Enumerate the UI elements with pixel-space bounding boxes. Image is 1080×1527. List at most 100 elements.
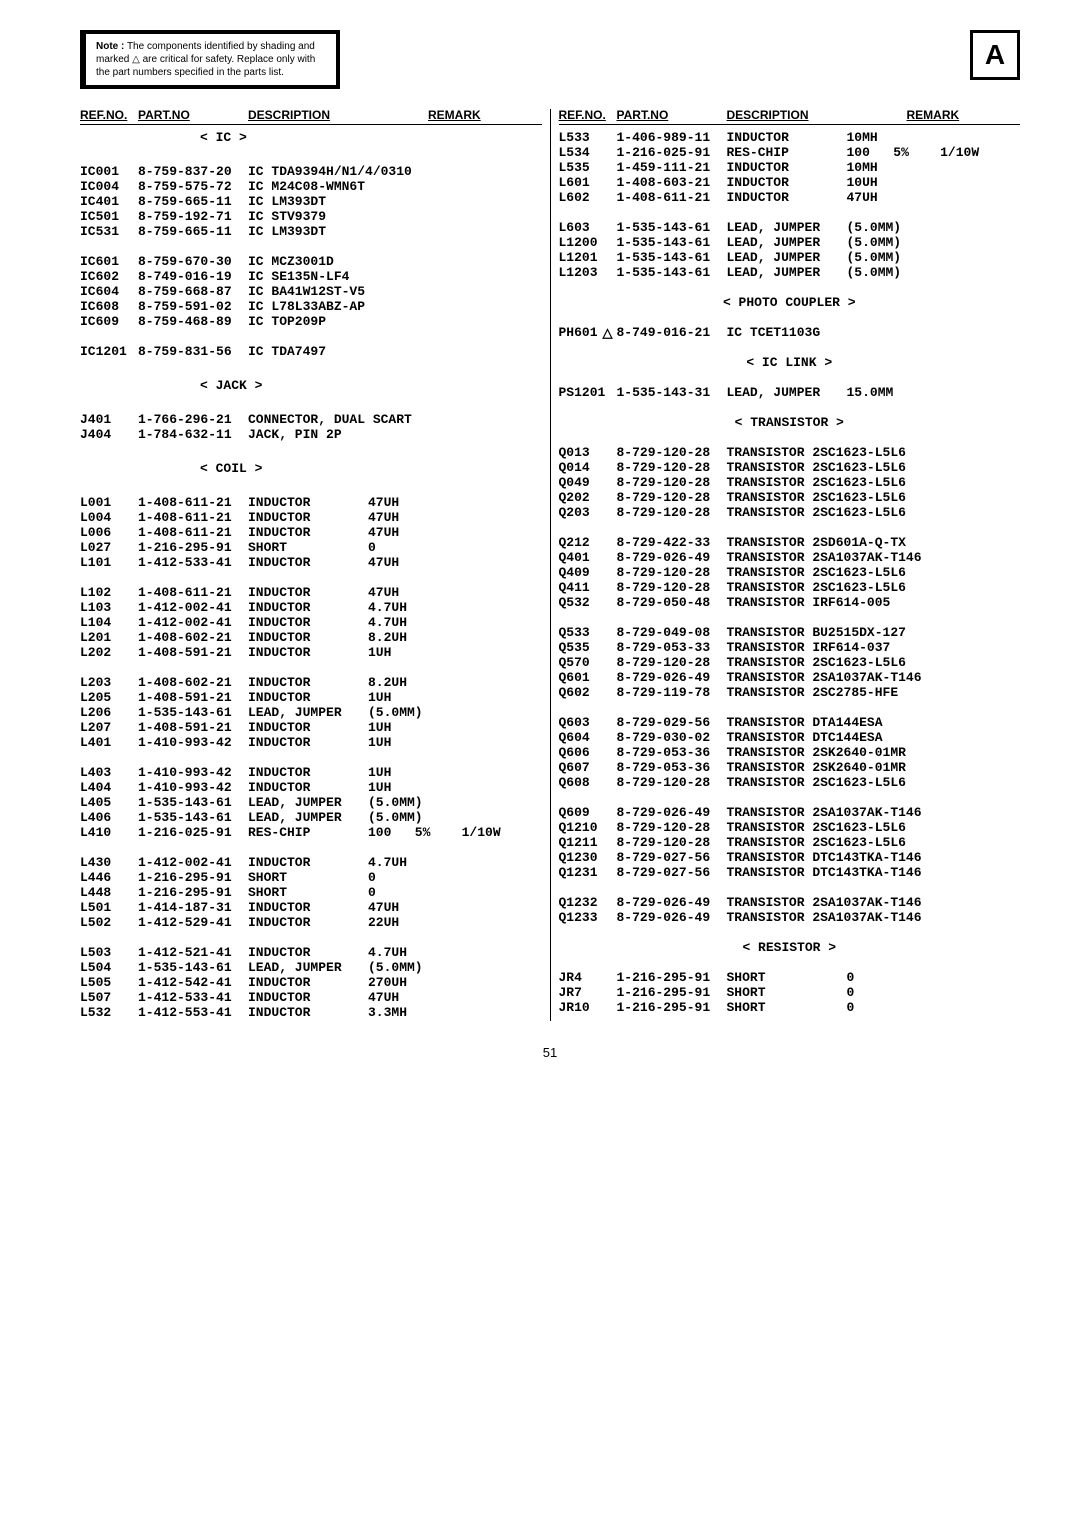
- cell-ref: Q602: [559, 686, 617, 701]
- cell-ref: L104: [80, 616, 138, 631]
- blank-row: [80, 150, 542, 165]
- blank-row: [559, 311, 1021, 326]
- cell-part: 8-729-120-28: [617, 836, 727, 851]
- cell-part: 1-412-002-41: [138, 856, 248, 871]
- cell-desc: TRANSISTOR 2SA1037AK-T146: [727, 806, 847, 821]
- cell-ref: Q606: [559, 746, 617, 761]
- cell-part: 1-535-143-61: [138, 706, 248, 721]
- cell-desc: RES-CHIP: [248, 826, 368, 841]
- cell-part: 8-729-026-49: [617, 551, 727, 566]
- cell-desc: INDUCTOR: [248, 736, 368, 751]
- cell-ref: Q608: [559, 776, 617, 791]
- table-row: L4481-216-295-91SHORT0: [80, 886, 542, 901]
- cell-ref: Q609: [559, 806, 617, 821]
- table-row: IC12018-759-831-56IC TDA7497: [80, 345, 542, 360]
- cell-ref: IC604: [80, 285, 138, 300]
- cell-part: 8-759-837-20: [138, 165, 248, 180]
- cell-desc: TRANSISTOR 2SC1623-L5L6: [727, 461, 847, 476]
- cell-ref: L1200: [559, 236, 617, 251]
- blank-row: [80, 443, 542, 458]
- cell-desc: IC L78L33ABZ-AP: [248, 300, 368, 315]
- table-row: Q12318-729-027-56TRANSISTOR DTC143TKA-T1…: [559, 866, 1021, 881]
- blank-row: [559, 431, 1021, 446]
- cell-desc: TRANSISTOR 2SC1623-L5L6: [727, 476, 847, 491]
- cell-part: 8-729-026-49: [617, 806, 727, 821]
- cell-ref: L446: [80, 871, 138, 886]
- table-row: L2031-408-602-21INDUCTOR8.2UH: [80, 676, 542, 691]
- hdr-rem: REMARK: [907, 109, 960, 123]
- table-row: Q12328-729-026-49TRANSISTOR 2SA1037AK-T1…: [559, 896, 1021, 911]
- cell-part: 1-535-143-61: [138, 961, 248, 976]
- cell-part: 1-412-529-41: [138, 916, 248, 931]
- cell-part: 1-535-143-61: [617, 221, 727, 236]
- cell-desc: INDUCTOR: [248, 676, 368, 691]
- cell-ref: L202: [80, 646, 138, 661]
- cell-part: 1-410-993-42: [138, 781, 248, 796]
- page-number: 51: [80, 1046, 1020, 1061]
- cell-desc: IC TDA9394H/N1/4/0310: [248, 165, 368, 180]
- cell-ref: L410: [80, 826, 138, 841]
- cell-ref: JR7: [559, 986, 617, 1001]
- blank-row: [559, 206, 1021, 221]
- cell-desc: INDUCTOR: [248, 586, 368, 601]
- cell-ref: L502: [80, 916, 138, 931]
- cell-value: 47UH: [368, 991, 542, 1006]
- table-row: L6031-535-143-61LEAD, JUMPER(5.0MM): [559, 221, 1021, 236]
- cell-ref: J404: [80, 428, 138, 443]
- table-row: L5011-414-187-31INDUCTOR47UH: [80, 901, 542, 916]
- blank-row: [559, 371, 1021, 386]
- cell-value: (5.0MM): [847, 266, 1021, 281]
- cell-ref: Q212: [559, 536, 617, 551]
- cell-part: 8-749-016-21: [617, 326, 727, 341]
- cell-desc: IC M24C08-WMN6T: [248, 180, 368, 195]
- table-row: L0271-216-295-91SHORT0: [80, 541, 542, 556]
- cell-ref: Q535: [559, 641, 617, 656]
- cell-ref: L102: [80, 586, 138, 601]
- cell-ref: L430: [80, 856, 138, 871]
- table-row: L12031-535-143-61LEAD, JUMPER(5.0MM): [559, 266, 1021, 281]
- cell-ref: PS1201: [559, 386, 617, 401]
- cell-desc: TRANSISTOR 2SC1623-L5L6: [727, 821, 847, 836]
- cell-ref: Q1210: [559, 821, 617, 836]
- hdr-part: PART.NO: [138, 109, 248, 123]
- table-row: L0011-408-611-21INDUCTOR47UH: [80, 496, 542, 511]
- cell-value: 10UH: [847, 176, 1021, 191]
- cell-ref: Q604: [559, 731, 617, 746]
- cell-desc: TRANSISTOR IRF614-037: [727, 641, 847, 656]
- cell-ref: IC609: [80, 315, 138, 330]
- cell-part: 1-408-611-21: [138, 526, 248, 541]
- cell-ref: Q1211: [559, 836, 617, 851]
- cell-ref: L001: [80, 496, 138, 511]
- table-row: L4051-535-143-61LEAD, JUMPER(5.0MM): [80, 796, 542, 811]
- cell-part: 8-729-120-28: [617, 446, 727, 461]
- cell-part: 8-759-668-87: [138, 285, 248, 300]
- cell-value: 1UH: [368, 721, 542, 736]
- cell-desc: TRANSISTOR 2SA1037AK-T146: [727, 551, 847, 566]
- cell-ref: L101: [80, 556, 138, 571]
- cell-desc: INDUCTOR: [248, 781, 368, 796]
- cell-desc: TRANSISTOR 2SC1623-L5L6: [727, 491, 847, 506]
- table-row: JR41-216-295-91SHORT0: [559, 971, 1021, 986]
- cell-part: 1-412-521-41: [138, 946, 248, 961]
- cell-value: 15.0MM: [847, 386, 1021, 401]
- cell-part: 1-406-989-11: [617, 131, 727, 146]
- cell-ref: L203: [80, 676, 138, 691]
- cell-value: 4.7UH: [368, 601, 542, 616]
- cell-value: 270UH: [368, 976, 542, 991]
- cell-ref: J401: [80, 413, 138, 428]
- cell-value: 0: [847, 986, 1021, 1001]
- table-row: L2051-408-591-21INDUCTOR1UH: [80, 691, 542, 706]
- cell-desc: IC SE135N-LF4: [248, 270, 368, 285]
- cell-part: 1-408-591-21: [138, 646, 248, 661]
- cell-part: 8-729-049-08: [617, 626, 727, 641]
- cell-ref: L1201: [559, 251, 617, 266]
- cell-value: (5.0MM): [368, 796, 542, 811]
- cell-ref: IC1201: [80, 345, 138, 360]
- cell-desc: INDUCTOR: [248, 631, 368, 646]
- cell-ref: Q203: [559, 506, 617, 521]
- cell-desc: LEAD, JUMPER: [727, 386, 847, 401]
- table-row: L6021-408-611-21INDUCTOR47UH: [559, 191, 1021, 206]
- cell-desc: IC TCET1103G: [727, 326, 847, 341]
- note-text: The components identified by shading and…: [96, 41, 315, 78]
- cell-desc: TRANSISTOR 2SC1623-L5L6: [727, 446, 847, 461]
